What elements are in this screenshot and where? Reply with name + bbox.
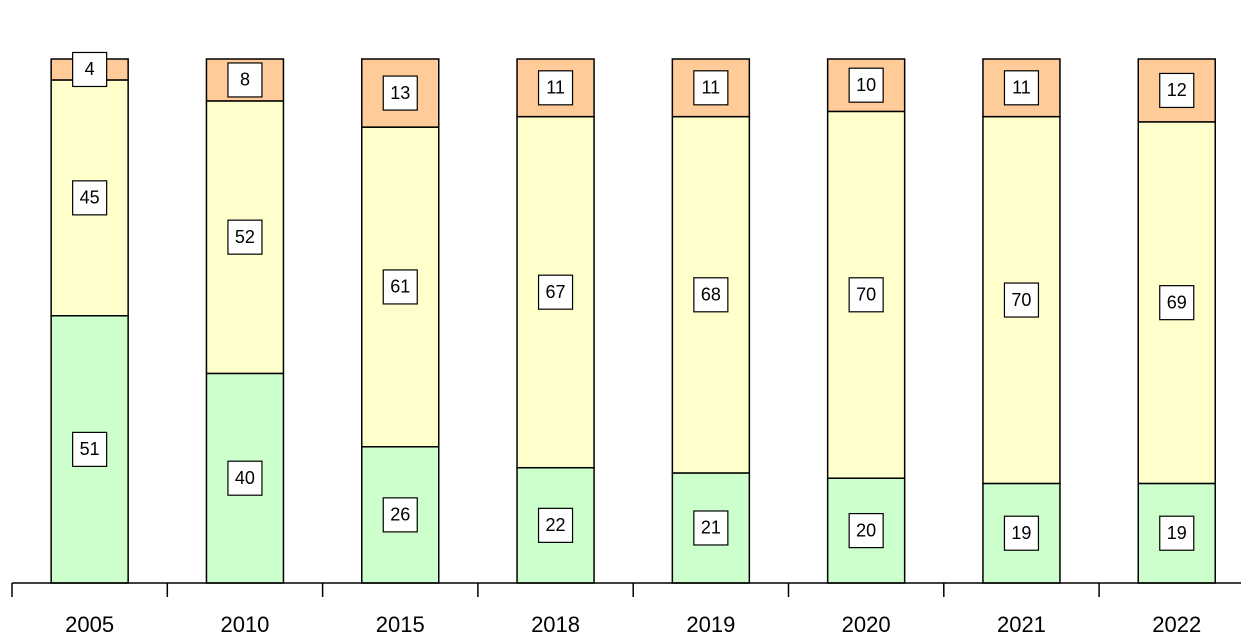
x-tick-label: 2021 — [997, 612, 1046, 637]
data-label: 11 — [1012, 78, 1031, 98]
x-tick-label: 2005 — [65, 612, 114, 637]
x-tick-label: 2010 — [220, 612, 269, 637]
data-label-box — [848, 67, 884, 103]
data-label: 19 — [1011, 523, 1031, 543]
data-label: 70 — [1011, 290, 1031, 310]
data-label-box — [1159, 72, 1195, 109]
x-tick-label: 2015 — [376, 612, 425, 637]
x-tick-label: 2022 — [1152, 612, 1201, 637]
data-label-box — [693, 510, 729, 546]
data-label: 67 — [546, 282, 566, 302]
data-label: 68 — [701, 285, 721, 305]
data-label-box — [382, 75, 418, 111]
data-label-box — [1159, 515, 1195, 551]
data-label: 8 — [240, 70, 250, 90]
data-label: 20 — [856, 520, 876, 540]
data-label-box — [848, 512, 884, 549]
data-label-box — [72, 431, 108, 467]
x-tick-label: 2020 — [842, 612, 891, 637]
data-label-box — [1003, 70, 1040, 106]
data-label-box — [1003, 515, 1040, 551]
data-label: 52 — [235, 227, 255, 247]
data-label: 69 — [1167, 292, 1187, 312]
x-tick-label: 2018 — [531, 612, 580, 637]
data-label: 26 — [390, 505, 410, 525]
data-label-box — [72, 51, 108, 88]
data-label-box — [537, 274, 574, 310]
data-label-box — [382, 497, 418, 533]
data-label-box — [72, 180, 108, 216]
data-label-box — [382, 269, 418, 305]
data-label-box — [537, 507, 574, 543]
x-tick-label: 2019 — [686, 612, 735, 637]
data-label: 10 — [856, 75, 876, 95]
data-label-box — [1003, 282, 1040, 318]
data-label-box — [693, 70, 729, 106]
data-label-box — [227, 219, 263, 255]
data-label: 12 — [1167, 80, 1187, 100]
data-label-box — [227, 460, 263, 496]
data-label: 11 — [702, 78, 721, 98]
data-label: 4 — [85, 59, 95, 79]
data-label: 70 — [856, 285, 876, 305]
data-label: 51 — [80, 439, 100, 459]
data-label-box — [693, 277, 729, 313]
data-label-box — [227, 62, 263, 98]
data-label-box — [537, 70, 574, 106]
data-label: 11 — [546, 78, 565, 98]
data-label: 13 — [390, 83, 410, 103]
data-label: 19 — [1167, 523, 1187, 543]
data-label: 61 — [390, 277, 410, 297]
data-label-box — [848, 277, 884, 313]
data-label: 22 — [546, 515, 566, 535]
data-label: 21 — [701, 518, 721, 538]
data-label: 40 — [235, 468, 255, 488]
data-label-box — [1159, 285, 1195, 321]
data-label: 45 — [80, 188, 100, 208]
